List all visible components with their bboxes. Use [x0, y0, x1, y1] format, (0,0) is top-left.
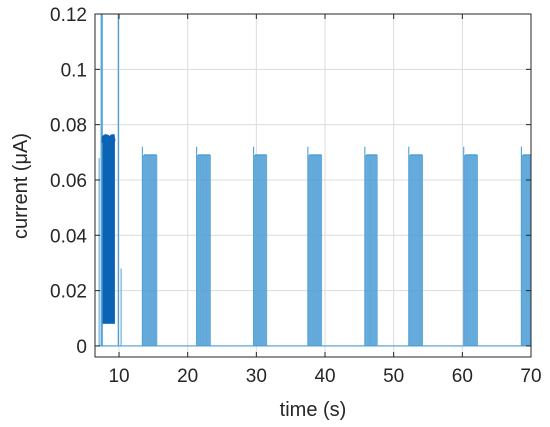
y-tick-label: 0.1	[61, 60, 87, 81]
plot-frame	[94, 13, 532, 358]
x-axis-label: time (s)	[280, 399, 347, 421]
pulse-burst	[463, 146, 478, 346]
pulse-burst	[408, 146, 424, 346]
x-tick-label: 10	[108, 366, 129, 387]
pulse-burst	[520, 146, 531, 346]
x-tick-label: 70	[520, 366, 541, 387]
data-series	[95, 14, 531, 347]
x-tick-label: 60	[452, 366, 473, 387]
y-axis-label: current (μA)	[10, 133, 32, 239]
data-clip-group	[95, 14, 531, 347]
y-tick-label: 0	[76, 337, 87, 358]
y-tick-label: 0.12	[50, 5, 87, 26]
x-tick-label: 50	[383, 366, 404, 387]
transient-dense-band	[102, 138, 115, 324]
y-tick-label: 0.02	[50, 282, 87, 303]
axis-ticks	[95, 13, 532, 357]
y-tick-label: 0.04	[50, 226, 87, 247]
x-tick-label: 20	[177, 366, 198, 387]
pulse-burst	[141, 146, 158, 346]
y-tick-label: 0.06	[50, 171, 87, 192]
pulse-burst	[253, 146, 268, 346]
pulse-burst	[196, 146, 211, 346]
x-tick-label: 30	[246, 366, 267, 387]
pulse-burst	[307, 146, 323, 346]
y-tick-label: 0.08	[50, 116, 87, 137]
tick-labels: 10 20 30 40 50 60 70 0 0.02 0.04 0.06 0.08 0.1 0.12	[50, 5, 542, 387]
transient-band-edge	[101, 134, 116, 144]
pulse-burst	[364, 146, 378, 346]
x-tick-label: 40	[314, 366, 335, 387]
